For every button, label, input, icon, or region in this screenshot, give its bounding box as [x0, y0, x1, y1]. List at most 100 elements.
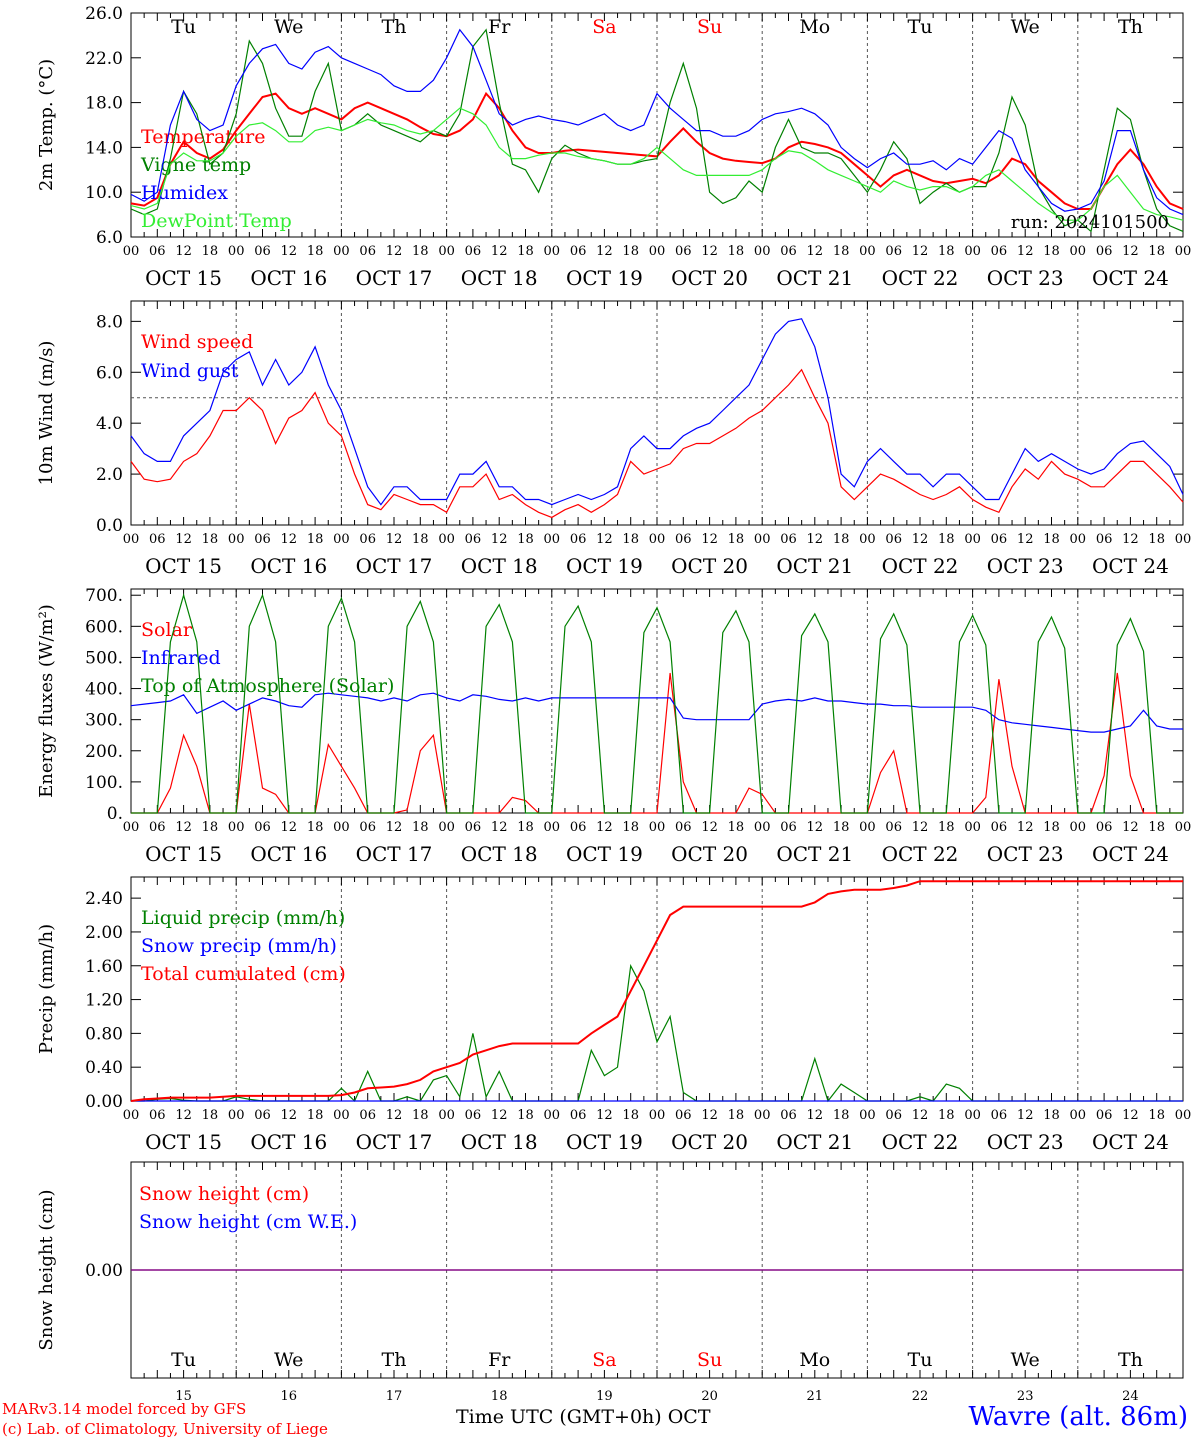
day-name: Mo: [799, 1349, 830, 1371]
hour-tick-label: 06: [780, 244, 797, 259]
hour-tick-label: 00: [438, 1108, 455, 1123]
date-label: OCT 20: [671, 1130, 748, 1154]
hour-tick-label: 06: [254, 820, 271, 835]
date-label: OCT 22: [882, 554, 959, 578]
y-axis-label: Energy fluxes (W/m²): [36, 604, 57, 798]
hour-tick-label: 18: [202, 532, 219, 547]
day-name: We: [1011, 16, 1040, 38]
hour-tick-label: 12: [596, 1108, 613, 1123]
y-tick-label: 18.0: [85, 94, 123, 114]
hour-tick-label: 18: [202, 820, 219, 835]
hour-tick-label: 18: [517, 820, 534, 835]
day-number: 18: [491, 1389, 508, 1404]
day-name: Tu: [171, 16, 196, 38]
hour-tick-label: 00: [228, 820, 245, 835]
y-tick-label: 14.0: [85, 138, 123, 158]
date-label: OCT 23: [987, 554, 1064, 578]
hour-tick-label: 12: [912, 244, 929, 259]
hour-tick-label: 00: [964, 244, 981, 259]
hour-tick-label: 12: [596, 244, 613, 259]
y-tick-label: 10.0: [85, 183, 123, 203]
legend-entry: Snow height (cm W.E.): [139, 1211, 357, 1233]
hour-tick-label: 00: [123, 532, 140, 547]
hour-tick-label: 00: [333, 244, 350, 259]
y-tick-label: 22.0: [85, 49, 123, 69]
day-number: 23: [1017, 1389, 1034, 1404]
date-label: OCT 20: [671, 554, 748, 578]
hour-tick-label: 06: [991, 244, 1008, 259]
series-line: [130, 368, 1184, 519]
hour-tick-label: 18: [1148, 244, 1165, 259]
hour-tick-label: 12: [807, 820, 824, 835]
y-tick-label: 600.: [85, 617, 123, 637]
hour-tick-label: 00: [859, 1108, 876, 1123]
hour-tick-label: 18: [412, 820, 429, 835]
hour-tick-label: 18: [833, 820, 850, 835]
date-label: OCT 17: [356, 554, 433, 578]
hour-tick-label: 18: [307, 820, 324, 835]
hour-tick-label: 18: [622, 244, 639, 259]
day-number: 22: [912, 1389, 929, 1404]
hour-tick-label: 18: [622, 820, 639, 835]
date-label: OCT 18: [461, 266, 538, 290]
date-label: OCT 21: [776, 266, 853, 290]
legend-entry: Total cumulated (cm): [141, 963, 346, 985]
day-name: Th: [382, 1349, 407, 1371]
hour-tick-label: 18: [728, 244, 745, 259]
location-title: Wavre (alt. 86m): [968, 1402, 1188, 1432]
hour-tick-label: 12: [1122, 820, 1139, 835]
date-label: OCT 22: [882, 266, 959, 290]
hour-tick-label: 00: [1175, 1108, 1192, 1123]
hour-tick-label: 18: [728, 1108, 745, 1123]
series-line: [130, 880, 1183, 1102]
panel-frame: [130, 300, 1184, 526]
date-label: OCT 16: [250, 1130, 327, 1154]
series-line: [130, 107, 1184, 221]
hour-tick-label: 00: [1070, 1108, 1087, 1123]
date-label: OCT 15: [145, 266, 222, 290]
hour-tick-label: 12: [596, 532, 613, 547]
hour-tick-label: 12: [175, 532, 192, 547]
hour-tick-label: 18: [728, 532, 745, 547]
hour-tick-label: 00: [123, 1108, 140, 1123]
date-label: OCT 18: [461, 1130, 538, 1154]
date-label: OCT 16: [250, 266, 327, 290]
hour-tick-label: 12: [1122, 532, 1139, 547]
date-label: OCT 15: [145, 842, 222, 866]
hour-tick-label: 12: [912, 532, 929, 547]
day-name: We: [1011, 1349, 1040, 1371]
hour-tick-label: 00: [964, 1108, 981, 1123]
hour-tick-label: 00: [333, 532, 350, 547]
hour-tick-label: 18: [307, 1108, 324, 1123]
hour-tick-label: 00: [754, 820, 771, 835]
hour-tick-label: 00: [649, 820, 666, 835]
hour-tick-label: 06: [359, 532, 376, 547]
hour-tick-label: 06: [991, 1108, 1008, 1123]
hour-tick-label: 00: [544, 532, 561, 547]
hour-tick-label: 12: [1122, 1108, 1139, 1123]
hour-tick-label: 06: [570, 820, 587, 835]
date-label: OCT 24: [1092, 266, 1169, 290]
hour-tick-label: 06: [465, 1108, 482, 1123]
hour-tick-label: 06: [359, 1108, 376, 1123]
hour-tick-label: 00: [544, 820, 561, 835]
hour-tick-label: 18: [412, 1108, 429, 1123]
hour-tick-label: 06: [149, 244, 166, 259]
hour-tick-label: 12: [807, 532, 824, 547]
day-name: Su: [697, 16, 722, 38]
hour-tick-label: 12: [1122, 244, 1139, 259]
hour-tick-label: 06: [885, 1108, 902, 1123]
y-axis-label: 10m Wind (m/s): [36, 341, 57, 486]
hour-tick-label: 00: [754, 1108, 771, 1123]
hour-tick-label: 00: [333, 820, 350, 835]
date-label: OCT 19: [566, 842, 643, 866]
date-label: OCT 21: [776, 842, 853, 866]
hour-tick-label: 06: [675, 1108, 692, 1123]
hour-tick-label: 18: [938, 532, 955, 547]
date-label: OCT 24: [1092, 554, 1169, 578]
hour-tick-label: 06: [254, 244, 271, 259]
day-name: Sa: [592, 1349, 616, 1371]
y-tick-label: 0.40: [85, 1058, 123, 1078]
hour-tick-label: 18: [833, 1108, 850, 1123]
y-tick-label: 500.: [85, 648, 123, 668]
